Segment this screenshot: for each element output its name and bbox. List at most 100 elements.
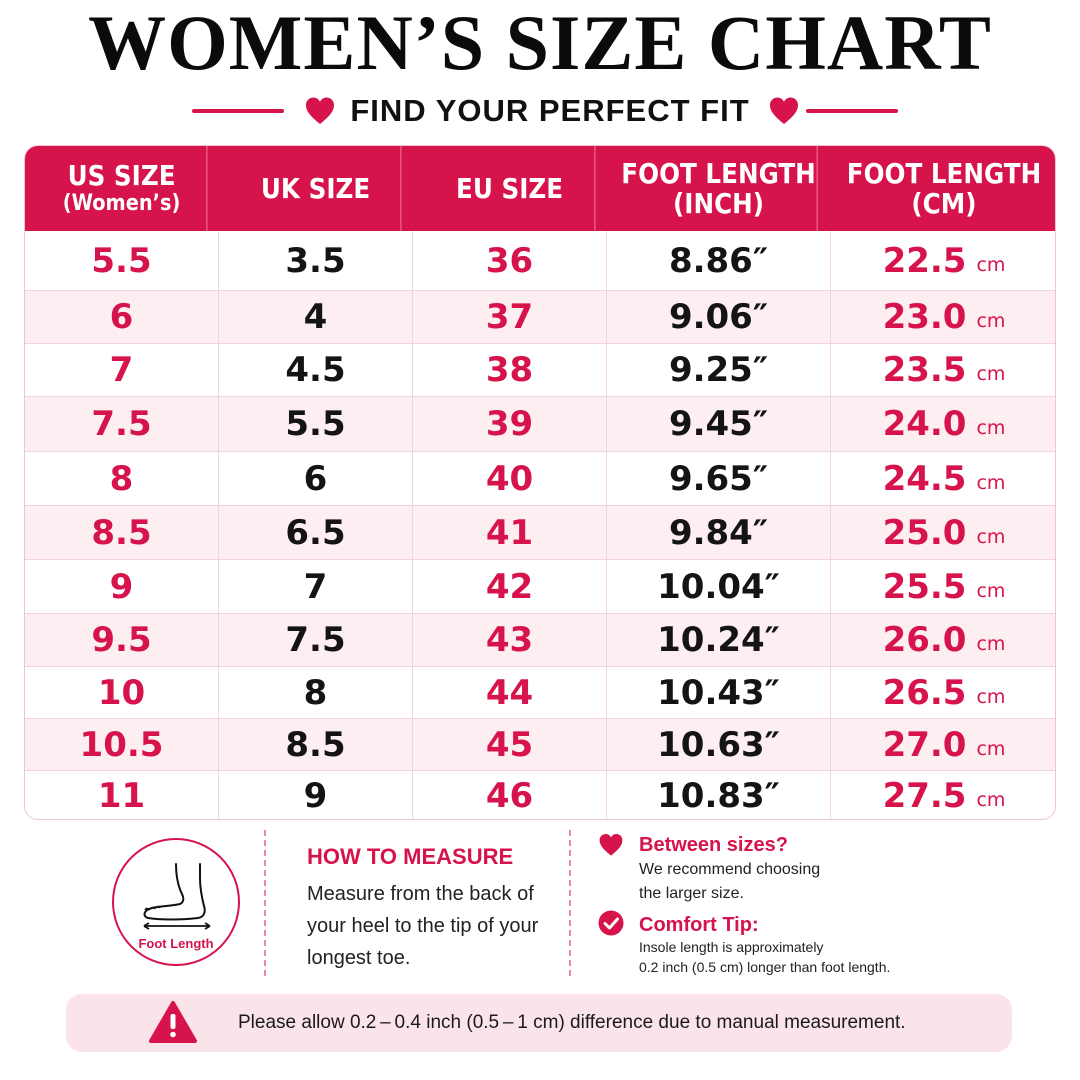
unit-label: cm	[976, 579, 1006, 602]
table-cell-us: 9.5	[25, 614, 219, 666]
table-cell-cm: 26.0 cm	[831, 614, 1055, 666]
unit-label: cm	[976, 685, 1006, 708]
cell-value: 9.25″	[668, 350, 769, 390]
comfort-tip-title: Comfort Tip:	[639, 914, 759, 936]
column-header-label: UK SIZE	[260, 171, 371, 205]
cell-value: 4	[303, 297, 328, 337]
column-header-sublabel: (Women’s)	[62, 190, 181, 216]
table-row: 9 7 42 10.04″ 25.5 cm	[25, 559, 1055, 613]
table-cell-uk: 5.5	[219, 397, 413, 451]
table-cell-us: 7	[25, 344, 219, 396]
table-cell-cm: 24.5 cm	[831, 452, 1055, 505]
how-to-measure-text: Measure from the back of your heel to th…	[307, 883, 539, 969]
page-title: WOMEN’S SIZE CHART	[88, 0, 992, 86]
divider	[264, 830, 266, 976]
notice-text: Please allow 0.2 – 0.4 inch (0.5 – 1 cm)…	[238, 1012, 906, 1033]
cell-value: 11	[97, 775, 146, 816]
cell-value: 8.5	[285, 724, 346, 765]
foot-length-badge: Foot Length	[112, 838, 240, 966]
table-cell-uk: 7.5	[219, 614, 413, 666]
cell-value: 24.5	[882, 458, 967, 499]
cell-value: 6.5	[285, 512, 346, 553]
table-row: 9.5 7.5 43 10.24″ 26.0 cm	[25, 613, 1055, 666]
cell-value: 40	[485, 458, 534, 499]
heart-icon	[306, 97, 334, 124]
cell-value: 8.5	[91, 512, 152, 553]
cell-value: 10.43″	[657, 672, 780, 713]
table-row: 11 9 46 10.83″ 27.5 cm	[25, 770, 1055, 819]
cell-value: 10.83″	[657, 775, 780, 816]
table-cell-eu: 43	[413, 614, 607, 666]
table-cell-eu: 37	[413, 291, 607, 343]
table-cell-inch: 10.24″	[607, 614, 831, 666]
cell-value: 3.5	[285, 240, 346, 281]
cell-value: 22.5	[882, 240, 967, 281]
column-header-label: EU SIZE	[456, 171, 564, 205]
column-header-foot-length-cm: FOOT LENGTH (CM)	[845, 146, 1044, 231]
column-header-label: FOOT LENGTH	[846, 156, 1042, 190]
cell-value: 38	[485, 350, 534, 390]
table-cell-inch: 9.06″	[607, 291, 831, 343]
comfort-tip-text-line: Insole length is approximately	[639, 939, 824, 955]
unit-label: cm	[976, 788, 1006, 811]
cell-value: 25.0	[882, 512, 967, 553]
divider	[569, 830, 571, 976]
heart-icon	[599, 834, 623, 856]
between-sizes-title: Between sizes?	[639, 834, 788, 856]
subtitle-row: FIND YOUR PERFECT FIT	[0, 86, 1080, 136]
table-cell-cm: 26.5 cm	[831, 667, 1055, 718]
foot-icon	[143, 863, 211, 930]
table-cell-us: 5.5	[25, 231, 219, 290]
subtitle-divider-left	[192, 109, 284, 113]
column-header-label: FOOT LENGTH	[621, 156, 816, 190]
cell-value: 9	[109, 566, 134, 607]
cell-value: 46	[485, 775, 534, 816]
cell-value: 9.45″	[668, 404, 769, 444]
table-cell-us: 6	[25, 291, 219, 343]
cell-value: 6	[109, 297, 134, 337]
table-row: 10.5 8.5 45 10.63″ 27.0 cm	[25, 718, 1055, 770]
cell-value: 7	[303, 566, 328, 607]
table-cell-cm: 27.5 cm	[831, 771, 1055, 819]
info-section: Foot Length HOW TO MEASURE Measure from …	[0, 828, 1080, 978]
column-header-us-size: US SIZE (Women’s)	[37, 146, 208, 231]
table-cell-uk: 6.5	[219, 506, 413, 559]
column-header-foot-length-inch: FOOT LENGTH (INCH)	[620, 146, 818, 231]
cell-value: 9.06″	[668, 297, 769, 337]
comfort-tip-text-line: 0.2 inch (0.5 cm) longer than foot lengt…	[639, 959, 891, 975]
heart-icon	[770, 97, 798, 124]
cell-value: 44	[485, 672, 534, 713]
table-cell-uk: 4	[219, 291, 413, 343]
table-cell-inch: 10.04″	[607, 560, 831, 613]
table-cell-uk: 6	[219, 452, 413, 505]
cell-value: 10.63″	[657, 724, 780, 765]
unit-label: cm	[976, 363, 1006, 385]
table-cell-us: 10	[25, 667, 219, 718]
table-cell-inch: 9.65″	[607, 452, 831, 505]
table-cell-inch: 8.86″	[607, 231, 831, 290]
subtitle-divider-right	[806, 109, 898, 113]
cell-value: 5.5	[91, 240, 152, 281]
cell-value: 39	[485, 404, 534, 444]
cell-value: 24.0	[882, 404, 967, 444]
column-header-eu-size: EU SIZE	[425, 146, 596, 231]
cell-value: 23.0	[882, 297, 967, 337]
table-row: 6 4 37 9.06″ 23.0 cm	[25, 290, 1055, 343]
table-cell-uk: 8.5	[219, 719, 413, 770]
table-cell-inch: 9.45″	[607, 397, 831, 451]
column-header-sublabel: (INCH)	[673, 186, 765, 220]
cell-value: 26.0	[882, 620, 967, 660]
table-cell-eu: 46	[413, 771, 607, 819]
table-cell-uk: 7	[219, 560, 413, 613]
cell-value: 9.65″	[668, 458, 769, 499]
table-cell-inch: 9.84″	[607, 506, 831, 559]
table-header: US SIZE (Women’s) UK SIZE EU SIZE FOOT L…	[25, 146, 1055, 231]
table-cell-uk: 3.5	[219, 231, 413, 290]
cell-value: 5.5	[285, 404, 346, 444]
table-cell-cm: 23.0 cm	[831, 291, 1055, 343]
table-cell-us: 10.5	[25, 719, 219, 770]
cell-value: 45	[485, 724, 534, 765]
column-header-uk-size: UK SIZE	[231, 146, 402, 231]
cell-value: 10.04″	[657, 566, 780, 607]
table-cell-cm: 23.5 cm	[831, 344, 1055, 396]
